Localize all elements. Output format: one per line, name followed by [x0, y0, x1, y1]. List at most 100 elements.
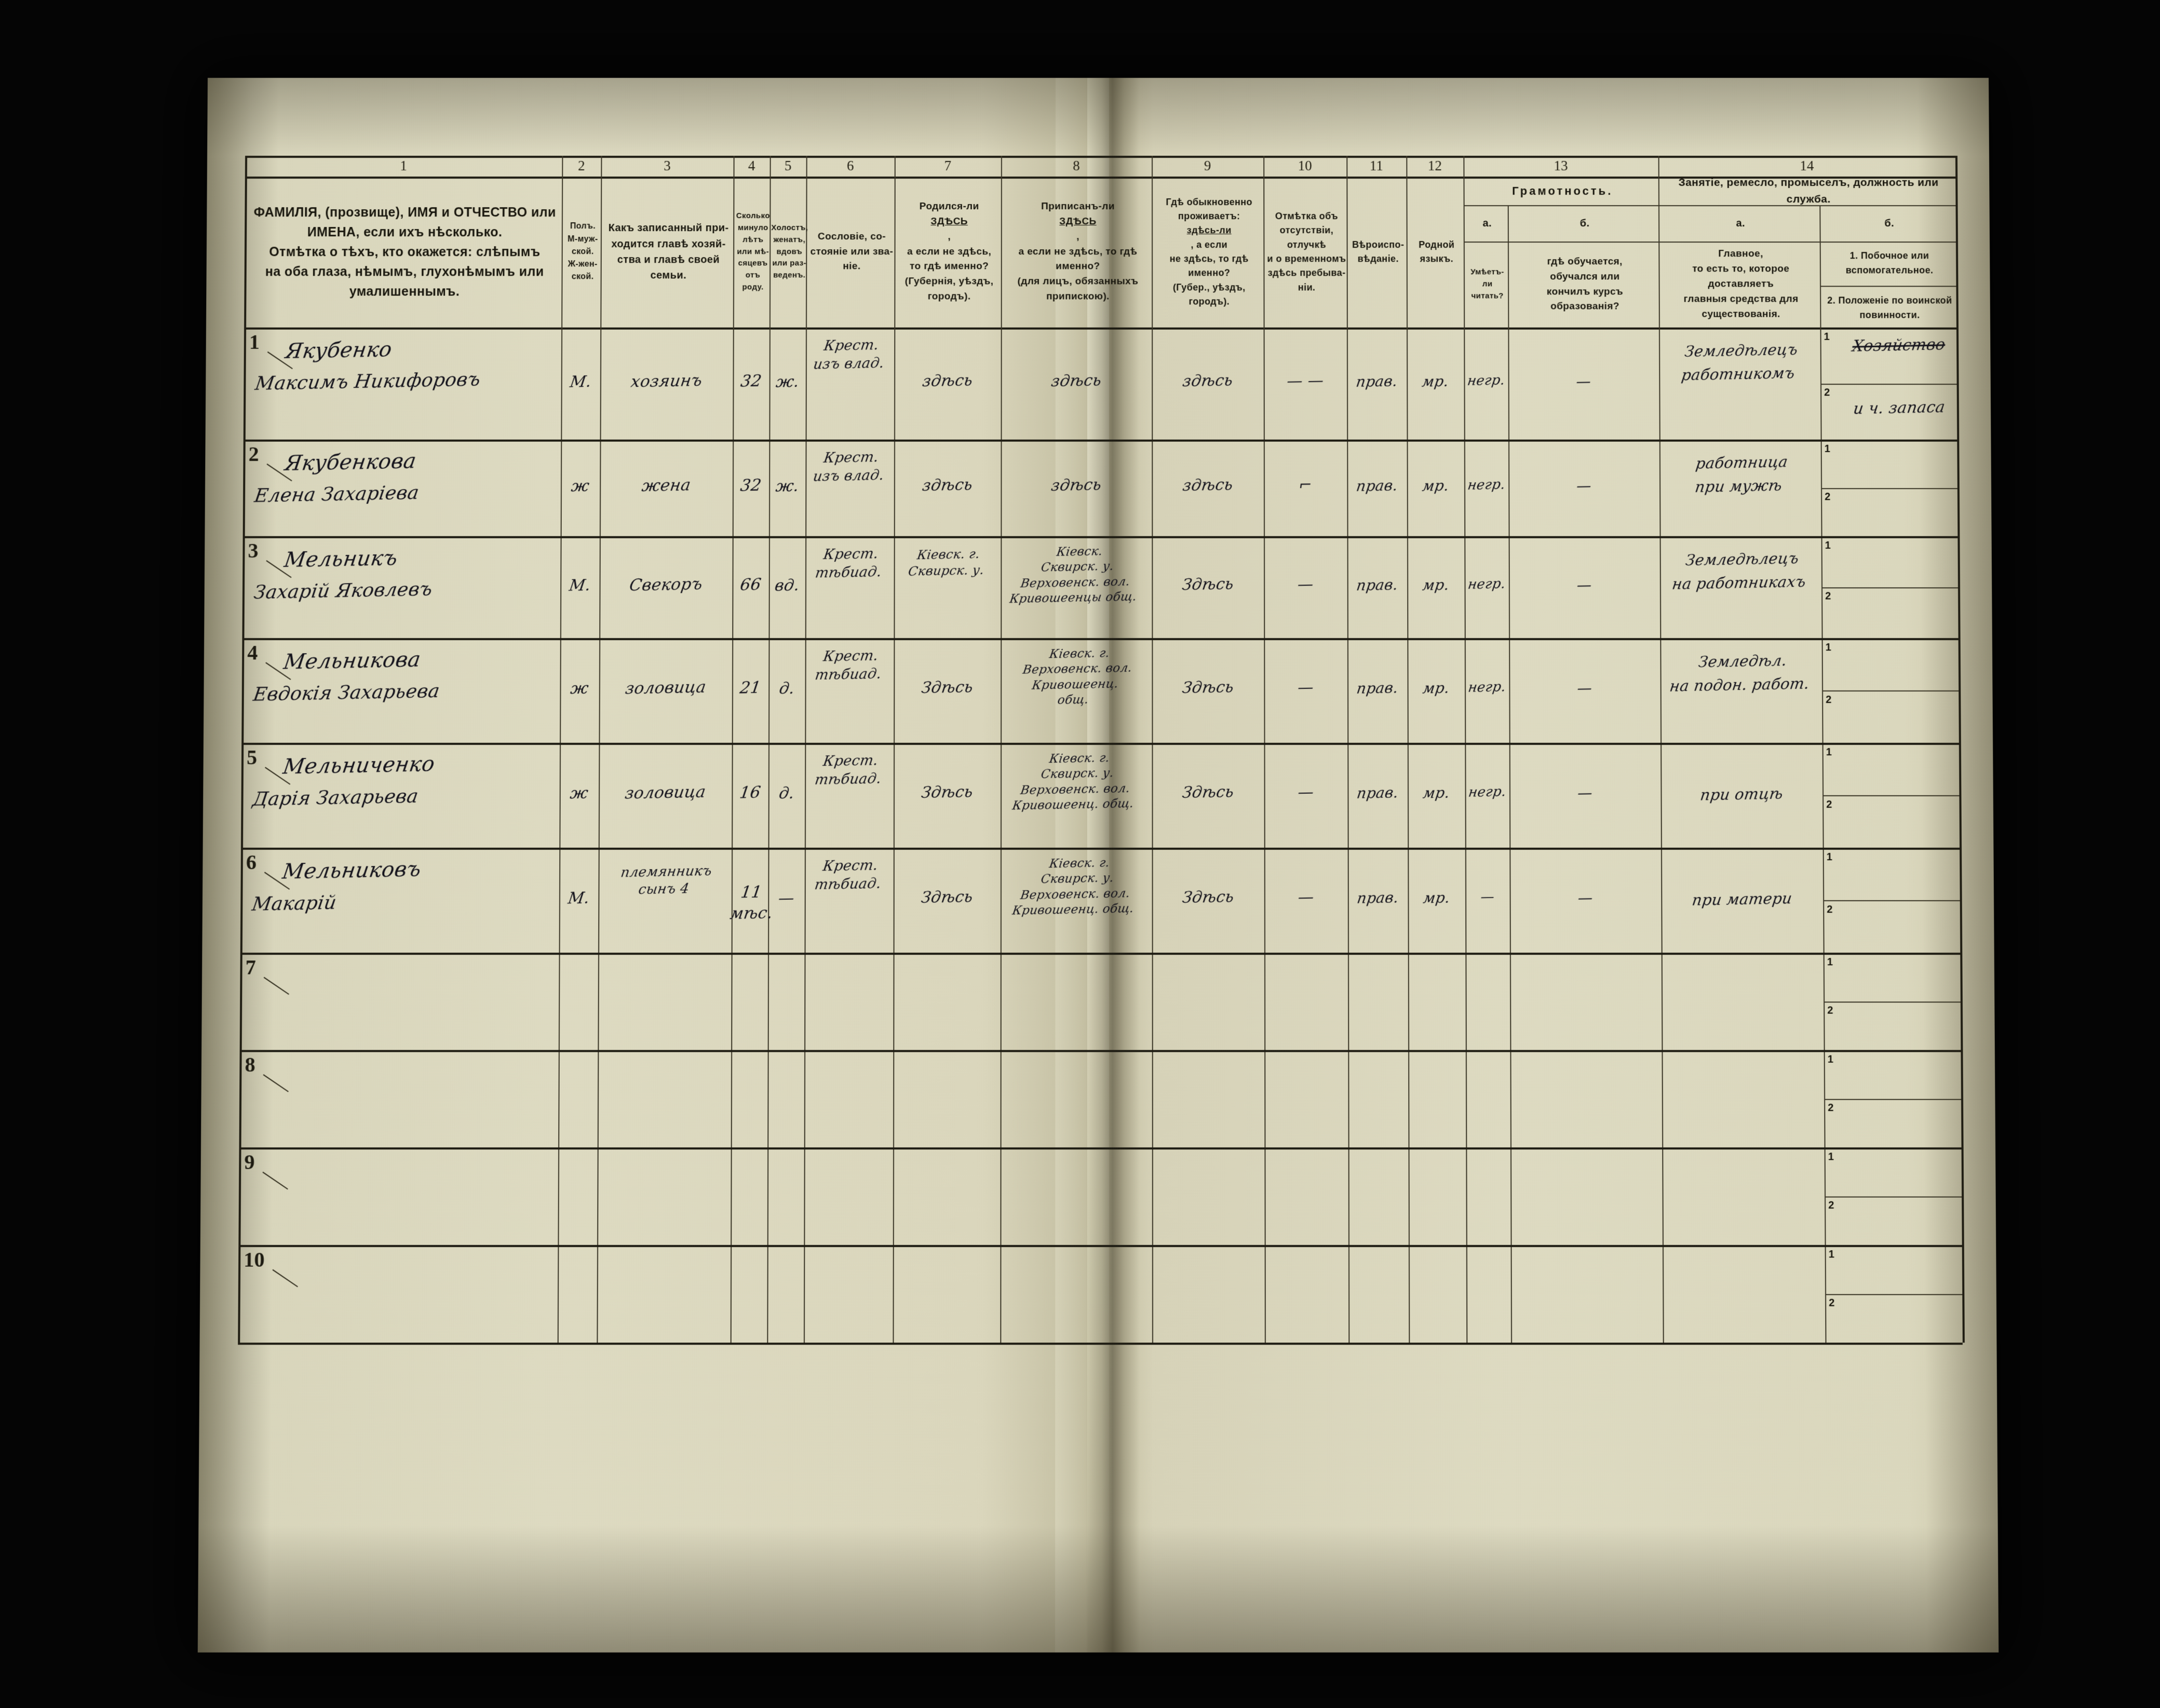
header-col-5-line: вдовъ	[776, 247, 803, 256]
column-number-5: 5	[784, 158, 792, 174]
header-col-3-line: ходится главѣ хозяй-	[611, 238, 726, 250]
cell-marital-1-line: ж.	[775, 372, 801, 391]
header-col-4-line: или мѣ-	[737, 247, 770, 256]
column-number-3: 3	[664, 158, 671, 174]
cell-birthplace-4: Здѣсь	[893, 677, 1002, 699]
cell-birthplace-3: Кіевск. г. Сквирск. у.	[892, 546, 1003, 580]
header-col-2-line: Ж-жен-	[568, 260, 598, 269]
header-col-13a-line: Умѣетъ-	[1470, 267, 1504, 277]
cell-relation-3: Свекоръ	[598, 573, 734, 597]
cell-registration-4-line: общ.	[1057, 693, 1090, 708]
cell-literacy-read-2: негр.	[1463, 476, 1510, 494]
header-col-12-line: языкъ.	[1420, 253, 1454, 264]
header-col-14-group: Занятіе, ремесло, промыселъ, должность и…	[1658, 177, 1959, 205]
cell-registration-3-line: Кривошеенцы общ.	[1008, 590, 1138, 606]
cell-absence-3-line: —	[1296, 575, 1315, 594]
table-hline	[1821, 487, 1958, 489]
side-marker-1: 1	[1826, 746, 1832, 758]
cell-absence-6: —	[1263, 887, 1349, 909]
cell-birthplace-1: здѣсь	[893, 370, 1002, 392]
table-vline	[1819, 205, 1827, 1343]
cell-age-4-line: 21	[738, 678, 762, 698]
cell-language-3: мр.	[1406, 575, 1466, 595]
side-marker-2: 2	[1829, 1297, 1835, 1309]
cell-literacy-school-3: —	[1507, 574, 1661, 596]
cell-occupation-main-1-line: работникомъ	[1680, 363, 1796, 384]
header-col-13a-line: читать?	[1471, 291, 1504, 301]
cell-registration-6-line: Кривошеенц. общ.	[1011, 902, 1135, 918]
header-col-4-line: лѣтъ	[743, 235, 764, 245]
side-marker-1: 1	[1825, 539, 1831, 551]
cell-estate-6: Крест. тѣбиад.	[802, 856, 896, 894]
column-number-4: 4	[748, 158, 755, 174]
cell-birthplace-5: Здѣсь	[892, 781, 1002, 804]
cell-literacy-school-4: —	[1508, 677, 1662, 699]
table-hline	[1822, 690, 1959, 692]
header-col-14a: Главное, то есть то, которое доставляетъ г…	[1658, 241, 1823, 327]
cell-registration-4: Кіевск. г. Верховенск. вол. Кривошеенц. общ…	[996, 645, 1156, 710]
cell-marital-3: вд.	[767, 575, 807, 596]
cell-registration-2: здѣсь	[1000, 474, 1153, 497]
cell-relation-1: хозяинъ	[599, 370, 734, 393]
cell-literacy-read-6: —	[1464, 888, 1511, 906]
cell-literacy-school-5: —	[1508, 782, 1662, 804]
cell-marital-2: ж.	[767, 476, 807, 497]
header-col-13b-line: обучался или	[1550, 271, 1620, 282]
cell-literacy-read-1: негр.	[1463, 372, 1509, 390]
cell-literacy-school-4-line: —	[1576, 679, 1594, 697]
cell-sex-1: М.	[560, 372, 602, 392]
header-col-7: Родился-ли ЗДѢСЬ, а если не здѣсь, то гдѣ …	[894, 177, 1004, 328]
cell-name-6-line: Мельниковъ	[280, 857, 423, 884]
side-marker-2: 2	[1826, 694, 1832, 706]
header-col-14b-2: 2. Положеніе по воинской повинности.	[1820, 289, 1960, 328]
cell-age-5-line: 16	[738, 783, 762, 803]
cell-estate-5-line: тѣбиад.	[814, 770, 883, 788]
cell-occupation-main-3-line: Земледѣлецъ	[1684, 549, 1800, 570]
cell-estate-1-line: изъ влад.	[812, 355, 886, 373]
cell-sex-5-line: ж	[569, 784, 590, 803]
cell-registration-3: Кіевск. Сквирск. у. Верховенск. вол. Кривош…	[996, 543, 1156, 608]
cell-absence-4: —	[1263, 677, 1349, 699]
header-col-6-line: ніе.	[843, 261, 861, 272]
header-col-13a-label: а.	[1464, 205, 1511, 241]
cell-language-5-line: мр.	[1422, 784, 1451, 802]
row-number-8: 8	[245, 1052, 255, 1077]
cell-sex-2: ж	[559, 476, 601, 497]
table-hline	[1823, 795, 1960, 796]
cell-estate-6-line: тѣбиад.	[813, 875, 883, 893]
cell-military-status-1: и ч. запаса	[1840, 397, 1959, 419]
table-hline	[1824, 1001, 1961, 1002]
column-number-9: 9	[1204, 158, 1211, 174]
header-col-9-line: здѣсь-ли, а если	[1186, 225, 1232, 250]
cell-residence-5: Здѣсь	[1151, 781, 1265, 804]
table-hline	[1820, 383, 1957, 385]
header-col-14a-line: Главное,	[1718, 248, 1763, 260]
cell-marital-6: —	[767, 888, 806, 909]
header-col-6: Сословіе, со-стояніе или зва-ніе.	[806, 177, 898, 328]
cell-residence-4-line: Здѣсь	[1181, 677, 1235, 698]
cell-occupation-main-3: Земледѣлецъ на работникахъ	[1657, 546, 1825, 597]
cell-sex-1-line: М.	[569, 372, 593, 391]
header-col-3-line: семьи.	[650, 269, 687, 281]
cell-patronymic-2-line: Елена Захаріева	[253, 482, 421, 507]
column-number-6: 6	[846, 158, 854, 174]
cell-patronymic-6: Макарій	[239, 886, 572, 917]
table-hline	[238, 1343, 1963, 1345]
cell-residence-4: Здѣсь	[1151, 677, 1265, 699]
cell-occupation-main-5: при отцѣ	[1659, 781, 1824, 808]
cell-religion-3-line: прав.	[1355, 575, 1399, 594]
header-col-8-line: а если не здѣсь, то гдѣ	[1018, 246, 1138, 257]
header-col-5-line: или раз-	[772, 259, 807, 268]
cell-estate-3: Крест. тѣбиад.	[803, 545, 896, 582]
header-col-9-line: Гдѣ обыкновенно	[1166, 196, 1253, 207]
table-hline	[243, 439, 1958, 442]
table-hline	[242, 536, 1958, 538]
cell-absence-5: —	[1263, 782, 1349, 804]
header-col-13a: Умѣетъ-ли читать?	[1464, 241, 1511, 327]
cell-sex-4-line: ж	[569, 679, 590, 698]
cell-relation-6-line: племянникъ	[619, 863, 713, 881]
header-col-6-line: стояніе или зва-	[810, 246, 894, 257]
cell-registration-1: здѣсь	[1000, 370, 1153, 392]
cell-occupation-main-4-line: Земледѣл.	[1697, 651, 1788, 671]
cell-religion-2: прав.	[1346, 476, 1408, 495]
